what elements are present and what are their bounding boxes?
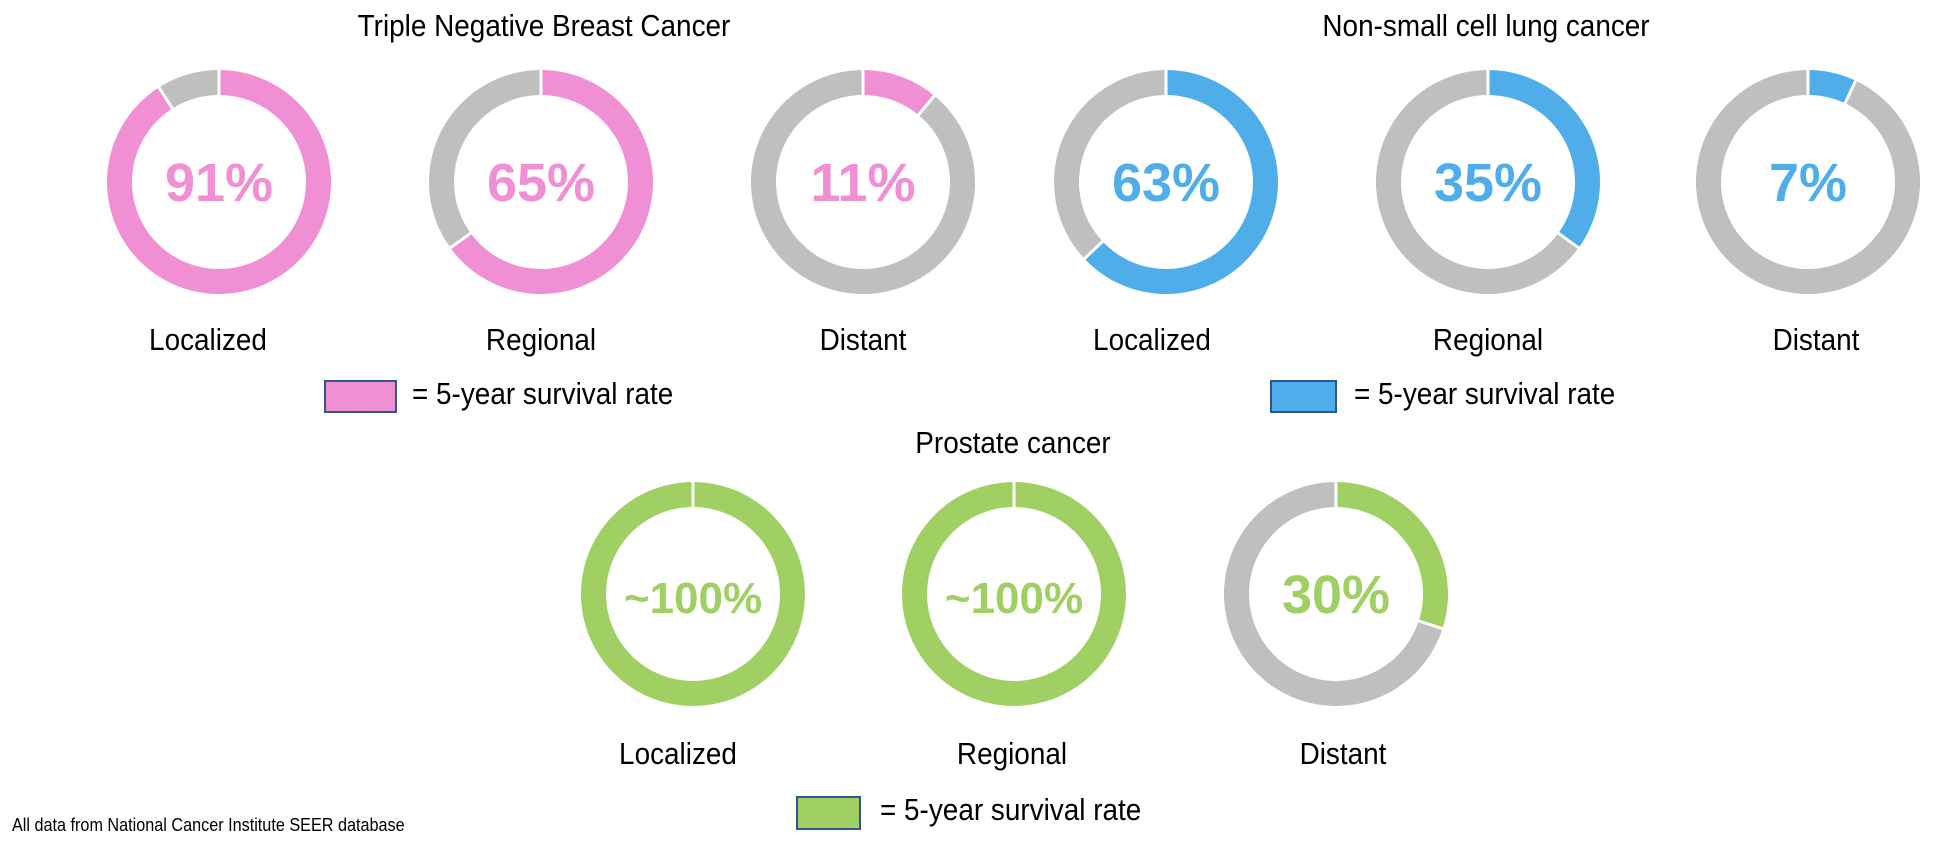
value-label: ~100% [945, 574, 1083, 623]
value-label: ~100% [624, 574, 762, 623]
stage-label: Regional [956, 736, 1068, 771]
chart-title-tnbc: Triple Negative Breast Cancer [357, 8, 731, 43]
stage-label: Distant [1772, 322, 1860, 357]
slice-separator [448, 231, 473, 250]
chart-title-nsclc: Non-small cell lung cancer [1322, 8, 1650, 43]
value-label: 11% [810, 153, 915, 213]
slice-separator [157, 85, 175, 111]
legend-swatch [1270, 380, 1337, 413]
survival-slice [1808, 70, 1856, 104]
stage-label: Localized [1093, 322, 1211, 357]
survival-slice [863, 70, 935, 115]
data-source-footnote: All data from National Cancer Institute … [12, 815, 405, 835]
stage-label: Distant [819, 322, 907, 357]
remainder-slice [429, 70, 541, 248]
stage-label: Regional [1432, 322, 1544, 357]
remainder-slice [158, 70, 219, 109]
legend-label: = 5-year survival rate [412, 376, 674, 411]
legend-swatch [324, 380, 397, 413]
chart-title-prostate: Prostate cancer [915, 425, 1111, 460]
legend-swatch [796, 796, 861, 830]
legend-label: = 5-year survival rate [1354, 376, 1616, 411]
slice-separator [1556, 231, 1581, 250]
stage-label: Distant [1299, 736, 1387, 771]
legend-label: = 5-year survival rate [880, 792, 1142, 827]
value-label: 35% [1434, 153, 1542, 213]
slice-separator [1417, 619, 1444, 631]
value-label: 30% [1282, 565, 1390, 625]
stage-label: Localized [149, 322, 267, 357]
stage-label: Localized [619, 736, 737, 771]
survival-slice [1488, 70, 1601, 248]
value-label: 65% [487, 153, 595, 213]
stage-label: Regional [485, 322, 597, 357]
value-label: 91% [165, 153, 273, 213]
survival-slice [1084, 70, 1278, 294]
value-label: 63% [1112, 153, 1220, 213]
remainder-slice [1054, 70, 1166, 259]
value-label: 7% [1769, 153, 1847, 213]
slice-separator [1082, 239, 1105, 261]
survival-slice [1336, 482, 1448, 629]
slice-separator [916, 93, 937, 117]
slice-separator [1843, 79, 1858, 105]
